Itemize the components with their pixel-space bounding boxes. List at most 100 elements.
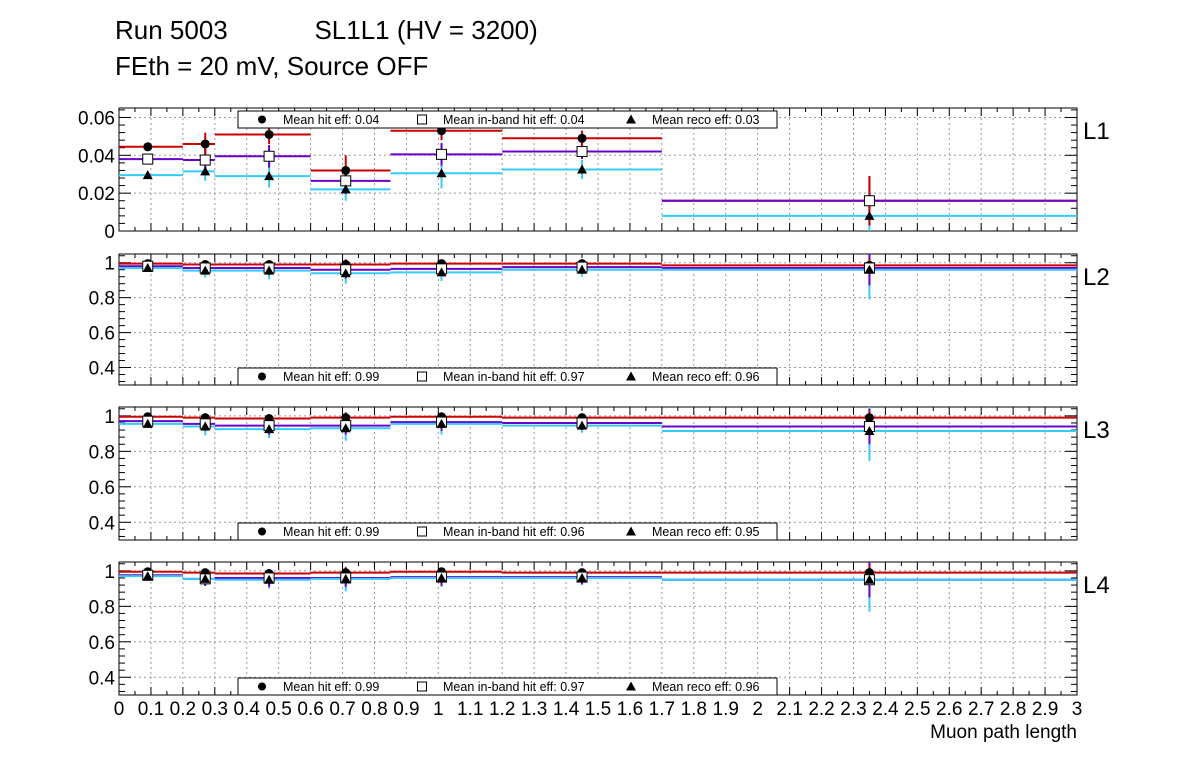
series-3-point — [200, 421, 211, 431]
x-tick-label: 2.2 — [808, 699, 834, 720]
y-tick-label: 0.6 — [89, 478, 115, 499]
series-2-point — [863, 195, 875, 207]
series-2-point — [199, 154, 211, 166]
x-tick-label: 2.8 — [1000, 699, 1026, 720]
series-3-point — [436, 418, 447, 428]
x-tick-label: 0.3 — [202, 699, 228, 720]
legend-box — [237, 677, 778, 696]
x-tick-label: 1 — [433, 699, 444, 720]
legend-marker-reco — [626, 114, 636, 124]
x-tick-label: 1.7 — [649, 699, 675, 720]
legend-entry: Mean hit eff: 0.99 — [283, 370, 379, 384]
x-tick-label: 0.2 — [170, 699, 196, 720]
x-tick-label: 0.8 — [361, 699, 387, 720]
legend-entry: Mean reco eff: 0.95 — [652, 525, 760, 539]
x-axis-label: Muon path length — [930, 722, 1077, 743]
legend-entry: Mean hit eff: 0.99 — [283, 525, 379, 539]
series-3-point — [264, 574, 275, 584]
y-tick-label: 1 — [104, 562, 115, 583]
x-tick-label: 1.2 — [489, 699, 515, 720]
legend-marker-hit — [258, 527, 266, 536]
series-3-point — [436, 572, 447, 582]
series-3-point — [142, 571, 153, 581]
legend-marker-hit — [258, 682, 266, 691]
series-3-point — [264, 424, 275, 434]
y-tick-label: 0.06 — [78, 108, 115, 129]
y-tick-label: 1 — [104, 407, 115, 428]
legend-entry: Mean reco eff: 0.96 — [652, 680, 760, 694]
series-1-point — [341, 413, 351, 423]
x-tick-label: 1.1 — [457, 699, 483, 720]
x-tick-label: 1.6 — [617, 699, 643, 720]
x-tick-label: 0.4 — [234, 699, 261, 720]
y-tick-label: 0.02 — [78, 184, 115, 205]
y-tick-label: 0 — [104, 222, 115, 243]
series-2-point — [576, 146, 588, 158]
chart-title-line-1: Run 5003 SL1L1 (HV = 3200) — [115, 15, 538, 46]
legend-entry: Mean reco eff: 0.03 — [652, 113, 760, 127]
x-tick-label: 3 — [1072, 699, 1083, 720]
panel-L1: 0 0.02 0.04 0.06 Mean hit eff: 0.04 Mean in-b… — [78, 107, 1110, 243]
panel-label: L3 — [1083, 417, 1110, 444]
series-1-point — [264, 129, 274, 139]
x-tick-label: 0 — [114, 699, 125, 720]
legend-marker-reco — [626, 526, 636, 536]
y-tick-label: 0.6 — [89, 633, 115, 654]
legend-box — [237, 110, 778, 129]
series-2-point — [436, 148, 448, 160]
panel-label: L2 — [1083, 264, 1110, 291]
y-tick-label: 0.8 — [89, 442, 115, 463]
y-tick-label: 0.6 — [89, 324, 115, 345]
legend-entry: Mean reco eff: 0.96 — [652, 370, 760, 384]
series-3-point — [340, 423, 351, 433]
series-3-point — [577, 572, 588, 582]
legend-box — [237, 367, 778, 386]
series-3-point — [340, 573, 351, 583]
x-tick-label: 1.8 — [681, 699, 707, 720]
y-tick-label: 1 — [104, 254, 115, 275]
legend-marker-inband — [417, 526, 427, 537]
x-tick-label: 2.7 — [968, 699, 994, 720]
legend-entry: Mean hit eff: 0.04 — [283, 113, 379, 127]
series-3-point — [264, 265, 275, 275]
series-3-point — [577, 264, 588, 274]
y-tick-label: 0.8 — [89, 289, 115, 310]
series-1-point — [200, 139, 210, 149]
x-tick-label: 1.9 — [713, 699, 739, 720]
legend-marker-inband — [417, 371, 427, 382]
series-3-point — [864, 264, 875, 274]
x-tick-label: 2.5 — [904, 699, 930, 720]
x-tick-label: 2.9 — [1032, 699, 1058, 720]
series-2-point — [263, 150, 275, 162]
x-tick-label: 2 — [752, 699, 763, 720]
y-tick-label: 0.4 — [89, 513, 116, 534]
y-tick-label: 0.4 — [89, 359, 116, 380]
x-tick-label: 0.9 — [393, 699, 419, 720]
series-3-point — [577, 420, 588, 430]
legend-marker-hit — [258, 115, 266, 124]
series-1-point — [577, 133, 587, 143]
y-tick-label: 0.8 — [89, 597, 115, 618]
legend-entry: Mean hit eff: 0.99 — [283, 680, 379, 694]
legend-marker-reco — [626, 681, 636, 691]
y-tick-label: 0.04 — [78, 146, 115, 167]
series-3-point — [340, 184, 351, 194]
series-3-point — [864, 210, 875, 220]
series-1-point — [864, 413, 874, 423]
series-3-point — [436, 168, 447, 178]
legend-box — [237, 522, 778, 541]
legend-entry: Mean in-band hit eff: 0.04 — [443, 113, 585, 127]
series-3-point — [340, 268, 351, 278]
legend-marker-reco — [626, 371, 636, 381]
chamber-label: SL1L1 (HV = 3200) — [314, 15, 538, 45]
chart-title-line-2: FEth = 20 mV, Source OFF — [115, 51, 429, 81]
series-1-point — [143, 142, 153, 152]
series-3-point — [577, 164, 588, 174]
x-tick-label: 1.5 — [585, 699, 611, 720]
panel-label: L1 — [1083, 118, 1110, 145]
series-3-point — [142, 170, 153, 180]
x-tick-label: 1.3 — [521, 699, 547, 720]
series-3-point — [864, 425, 875, 435]
legend-marker-inband — [417, 114, 427, 125]
